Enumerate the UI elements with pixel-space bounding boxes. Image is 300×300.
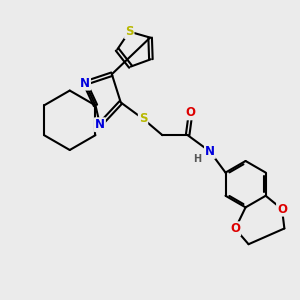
Text: N: N [80, 76, 90, 90]
Text: S: S [139, 112, 147, 125]
Text: S: S [125, 25, 134, 38]
Text: O: O [277, 202, 287, 216]
Text: O: O [186, 106, 196, 119]
Text: N: N [95, 118, 105, 131]
Text: O: O [230, 222, 240, 235]
Text: H: H [194, 154, 202, 164]
Text: N: N [205, 145, 215, 158]
